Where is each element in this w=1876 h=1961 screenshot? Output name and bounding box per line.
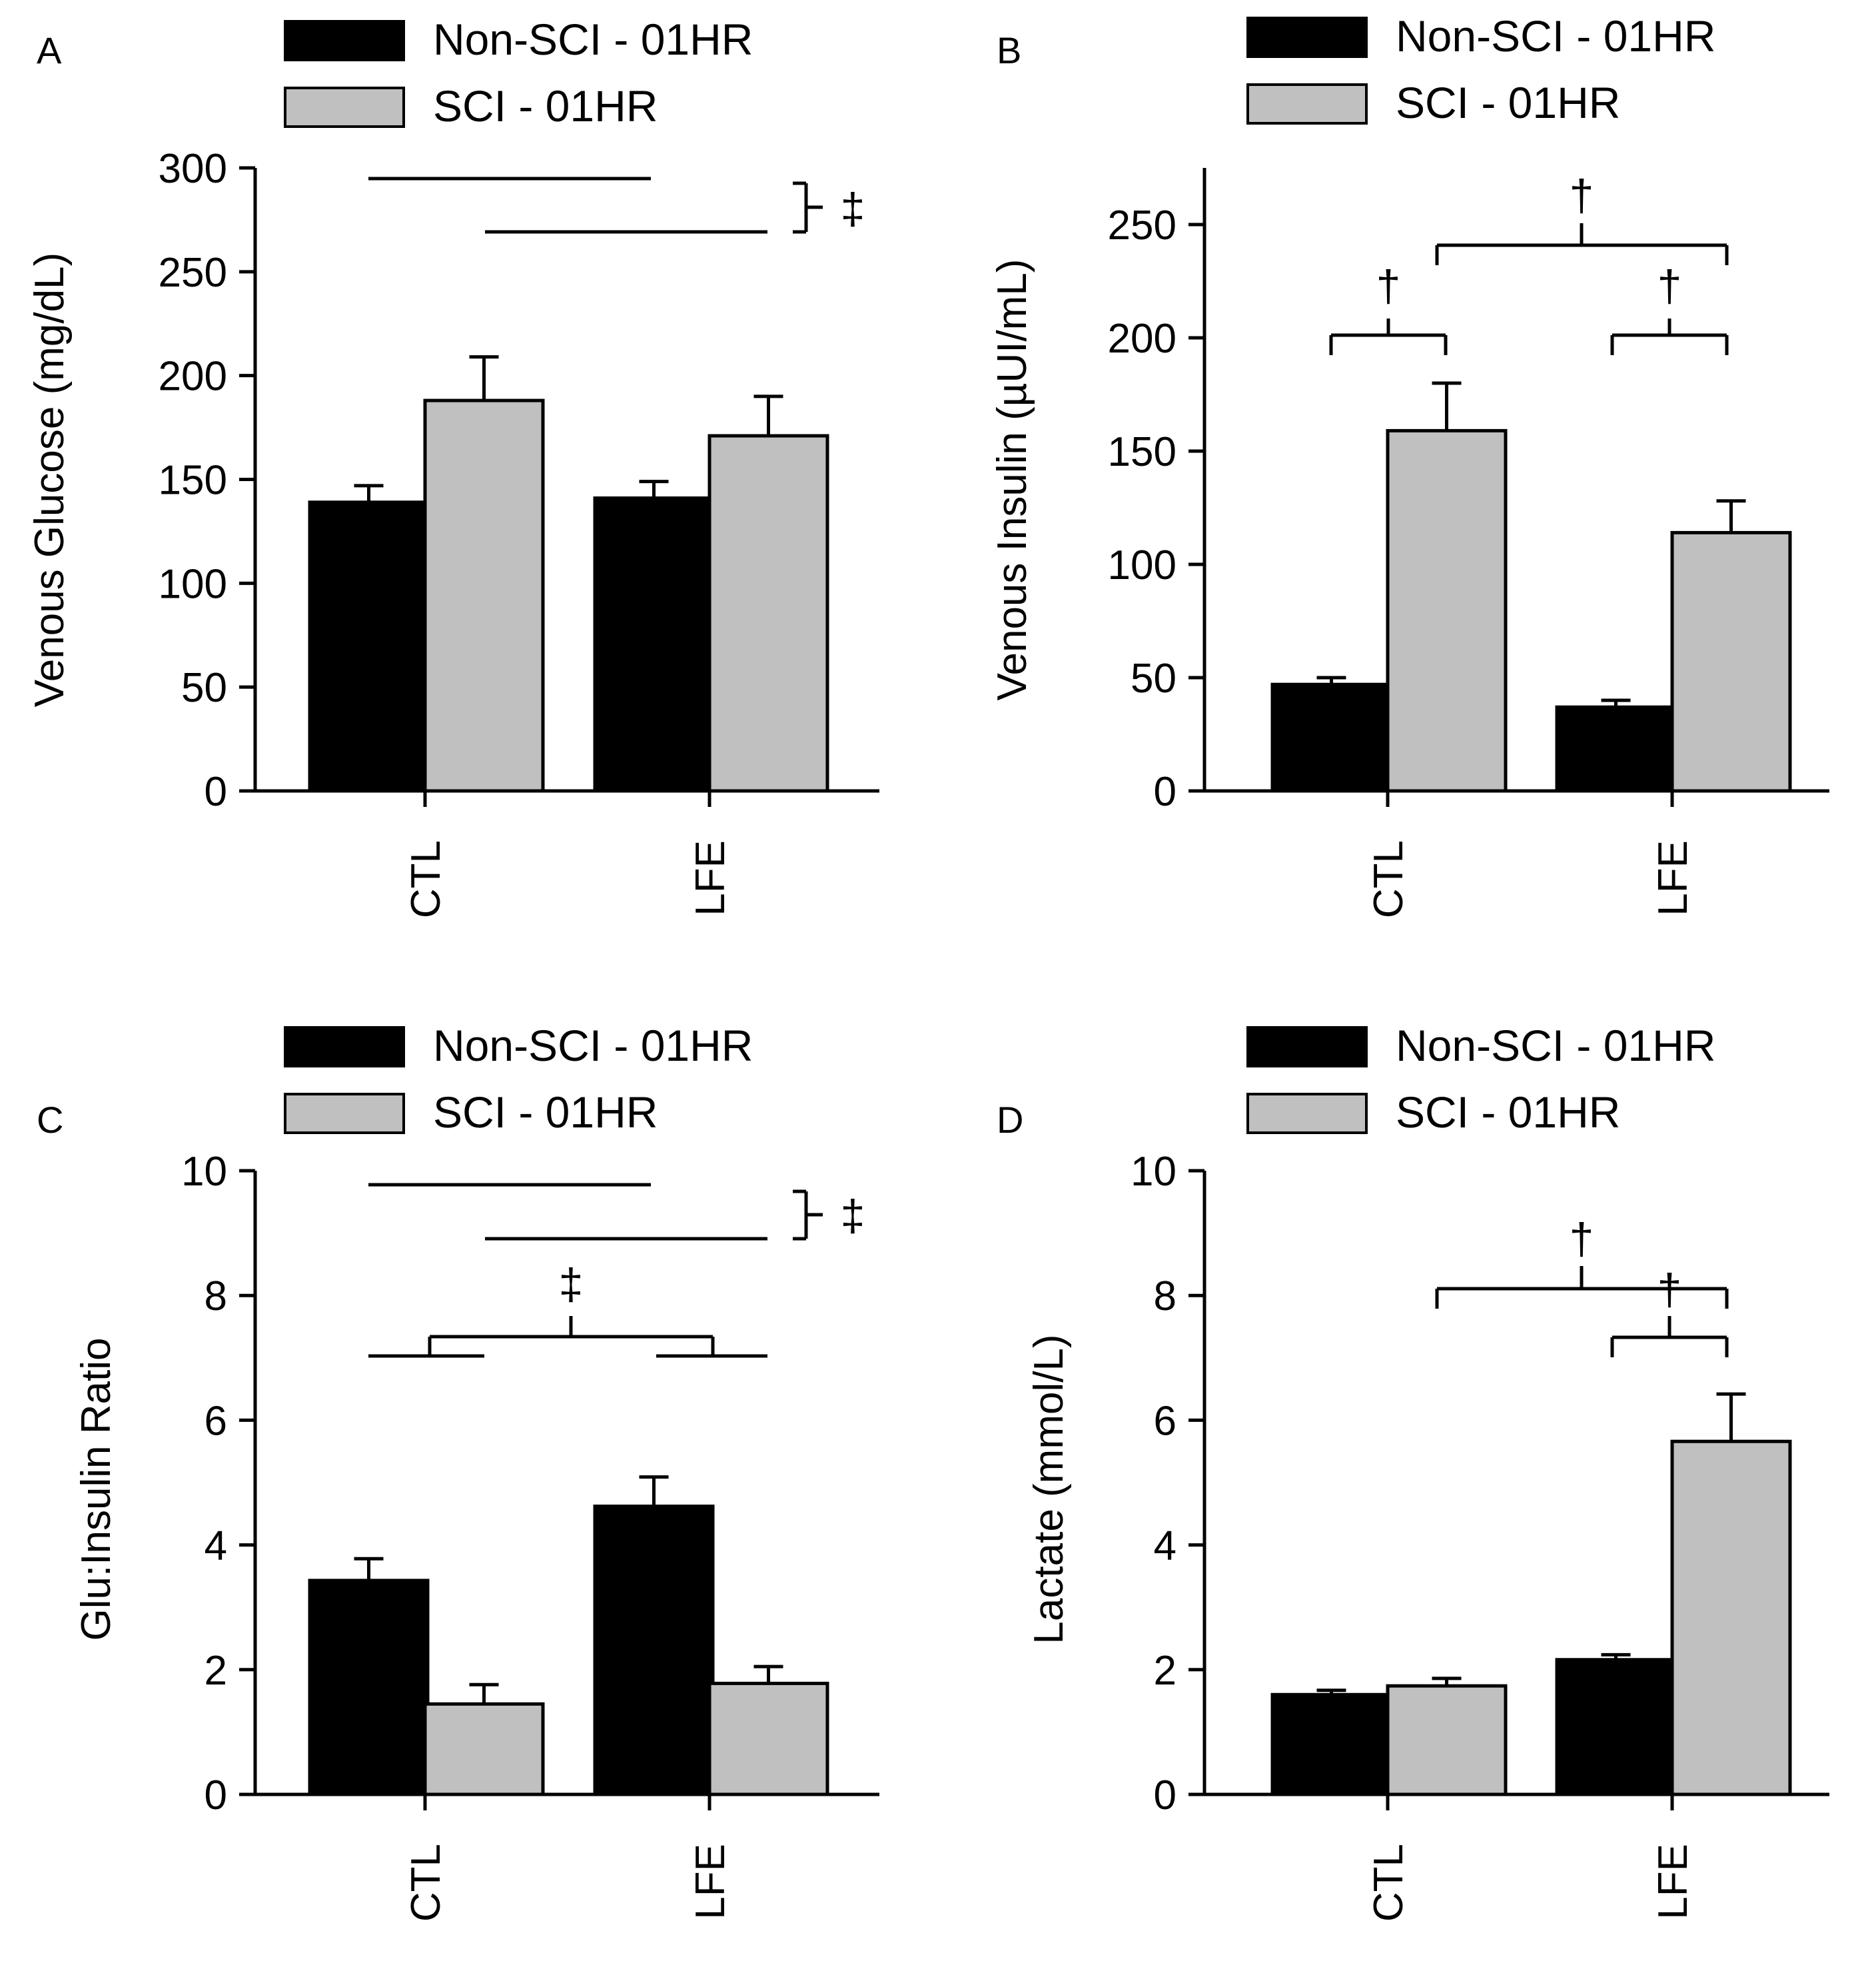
legend-swatch <box>1246 1026 1368 1067</box>
bar-sci-01hr-ctl <box>423 1702 545 1796</box>
legend-swatch <box>1246 83 1368 125</box>
legend-swatch <box>284 20 405 61</box>
bar-non-sci-01hr-ctl <box>1270 682 1392 793</box>
significance-mark-dagger: † <box>1657 1265 1682 1314</box>
y-tick-label: 150 <box>159 458 227 504</box>
bar-sci-01hr-lfe <box>707 434 829 793</box>
significance-mark-dagger: † <box>1570 1214 1594 1263</box>
y-tick-label: 2 <box>1154 1648 1176 1694</box>
y-tick-label: 2 <box>205 1648 227 1694</box>
y-tick-label: 0 <box>1154 769 1176 815</box>
significance-mark-double-dagger: ‡ <box>841 184 865 233</box>
y-tick-label: 250 <box>159 250 227 296</box>
x-tick-label: CTL <box>403 1844 449 1922</box>
y-tick-label: 0 <box>1154 1772 1176 1818</box>
panel-c: C 0 2 4 6 8 10 Glu:Insulin Ratio CTL LFE Non-SCI -… <box>37 1021 879 1922</box>
y-axis-label: Venous Glucose (mg/dL) <box>27 253 73 707</box>
y-tick-label: 4 <box>1154 1523 1176 1569</box>
y-tick-label: 50 <box>181 665 227 711</box>
y-tick-label: 300 <box>159 146 227 192</box>
y-tick-label: 200 <box>159 354 227 400</box>
x-tick-label: LFE <box>1650 840 1696 916</box>
x-tick-label: CTL <box>403 840 449 918</box>
panel-a: A 0 50 100 150 200 250 300 Venous Glucose (mg/dL… <box>27 15 879 918</box>
panel-letter: D <box>997 1099 1023 1141</box>
panel-letter: C <box>37 1099 63 1141</box>
y-tick-label: 8 <box>205 1273 227 1319</box>
legend-label: SCI - 01HR <box>433 81 658 131</box>
x-tick-label: CTL <box>1366 1844 1412 1922</box>
bar-non-sci-01hr-lfe <box>1555 705 1677 793</box>
y-tick-label: 0 <box>205 1772 227 1818</box>
bar-sci-01hr-ctl <box>423 398 545 793</box>
significance-mark-double-dagger: ‡ <box>841 1191 865 1240</box>
y-tick-label: 0 <box>205 769 227 815</box>
legend-label: Non-SCI - 01HR <box>433 1021 753 1070</box>
y-tick-label: 50 <box>1131 656 1176 702</box>
bar-non-sci-01hr-lfe <box>1555 1658 1677 1796</box>
panel-b: B 0 50 100 150 200 250 Venous Insulin (µUI/mL) C… <box>989 11 1829 918</box>
bar-sci-01hr-lfe <box>707 1681 829 1796</box>
y-tick-label: 4 <box>205 1523 227 1569</box>
bar-non-sci-01hr-lfe <box>593 1505 715 1796</box>
y-tick-label: 10 <box>1131 1149 1176 1195</box>
bar-non-sci-01hr-ctl <box>308 500 430 793</box>
bar-sci-01hr-ctl <box>1386 428 1508 793</box>
significance-mark-dagger: † <box>1376 261 1401 311</box>
x-tick-label: LFE <box>688 840 733 916</box>
panel-letter: B <box>997 29 1021 71</box>
panel-letter: A <box>37 29 62 71</box>
legend-label: SCI - 01HR <box>1396 78 1620 127</box>
bar-non-sci-01hr-lfe <box>593 496 715 793</box>
panel-d: D 0 2 4 6 8 10 Lactate (mmol/L) CTL LFE Non-SCI - … <box>997 1021 1829 1922</box>
y-tick-label: 100 <box>159 561 227 607</box>
y-tick-label: 100 <box>1108 542 1176 588</box>
legend-swatch <box>284 1026 405 1067</box>
legend-label: Non-SCI - 01HR <box>433 15 753 64</box>
legend-label: Non-SCI - 01HR <box>1396 11 1715 61</box>
significance-mark-dagger: † <box>1570 171 1594 220</box>
y-tick-label: 8 <box>1154 1273 1176 1319</box>
legend-swatch <box>1246 17 1368 58</box>
significance-mark-dagger: † <box>1657 261 1682 311</box>
y-tick-label: 200 <box>1108 316 1176 362</box>
bar-sci-01hr-ctl <box>1386 1684 1508 1796</box>
y-tick-label: 6 <box>1154 1398 1176 1444</box>
y-axis-label: Lactate (mmol/L) <box>1026 1334 1072 1644</box>
bar-sci-01hr-lfe <box>1670 530 1792 793</box>
y-axis-label: Glu:Insulin Ratio <box>73 1338 119 1641</box>
x-tick-label: LFE <box>688 1844 733 1920</box>
legend-label: Non-SCI - 01HR <box>1396 1021 1715 1070</box>
y-tick-label: 10 <box>181 1149 227 1195</box>
legend-swatch <box>284 1093 405 1134</box>
bar-sci-01hr-lfe <box>1670 1439 1792 1796</box>
bar-non-sci-01hr-ctl <box>308 1579 430 1796</box>
significance-mark-double-dagger: ‡ <box>559 1259 584 1309</box>
legend-label: SCI - 01HR <box>1396 1087 1620 1137</box>
bar-non-sci-01hr-ctl <box>1270 1692 1392 1796</box>
x-tick-label: CTL <box>1366 840 1412 918</box>
y-tick-label: 6 <box>205 1398 227 1444</box>
y-axis-label: Venous Insulin (µUI/mL) <box>989 259 1035 701</box>
x-tick-label: LFE <box>1650 1844 1696 1920</box>
legend-swatch <box>284 87 405 128</box>
legend-label: SCI - 01HR <box>433 1087 658 1137</box>
legend-swatch <box>1246 1093 1368 1134</box>
y-tick-label: 250 <box>1108 203 1176 249</box>
y-tick-label: 150 <box>1108 429 1176 475</box>
